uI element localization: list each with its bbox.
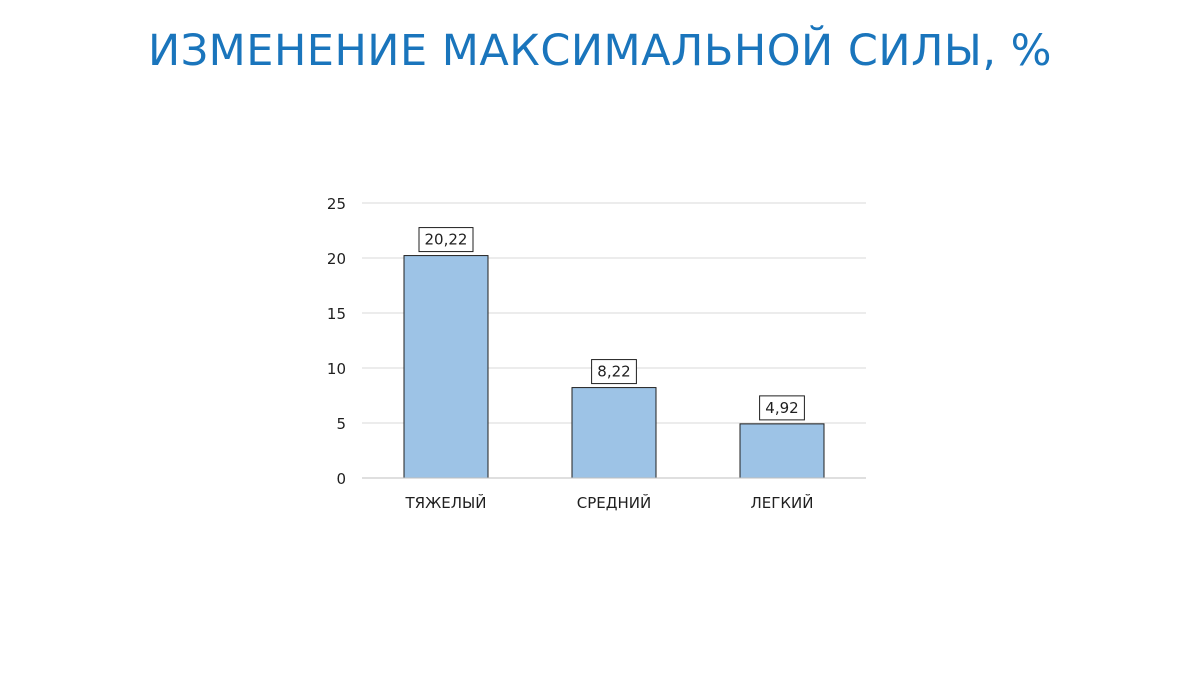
y-tick-label: 5 (336, 415, 346, 433)
y-tick-label: 0 (336, 470, 346, 488)
y-tick-label: 25 (327, 195, 346, 213)
data-label-box (418, 227, 474, 253)
x-axis-tick-labels: ТЯЖЕЛЫЙ СРЕДНИЙ ЛЕГКИЙ (405, 493, 814, 512)
x-tick-label: ЛЕГКИЙ (751, 493, 814, 512)
y-axis-tick-labels: 0 5 10 15 20 25 (327, 195, 346, 488)
bar (571, 387, 657, 479)
y-tick-label: 15 (327, 305, 346, 323)
data-label-box (759, 395, 805, 421)
bar (403, 255, 489, 479)
data-labels: 20,22 8,22 4,92 (418, 227, 805, 421)
bar (739, 423, 825, 479)
x-tick-label: ТЯЖЕЛЫЙ (405, 493, 487, 512)
bars (403, 255, 825, 479)
y-tick-label: 20 (327, 250, 346, 268)
data-label-box (591, 359, 637, 385)
y-tick-label: 10 (327, 360, 346, 378)
data-label: 4,92 (765, 399, 798, 417)
x-tick-label: СРЕДНИЙ (577, 493, 651, 512)
data-label: 8,22 (597, 363, 630, 381)
data-label: 20,22 (425, 231, 468, 249)
page-title: ИЗМЕНЕНИЕ МАКСИМАЛЬНОЙ СИЛЫ, % (147, 26, 1053, 76)
